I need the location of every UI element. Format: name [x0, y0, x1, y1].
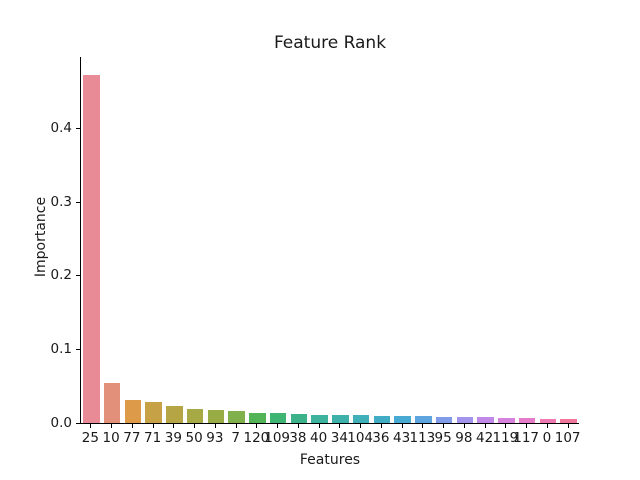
y-tick-label-0.4: 0.4	[50, 119, 72, 136]
y-tick-mark	[76, 201, 80, 203]
x-tick-mark	[567, 424, 569, 428]
bar-feature-36	[373, 416, 391, 423]
y-tick-label-0.0: 0.0	[50, 415, 72, 431]
x-tick-mark	[422, 424, 424, 428]
x-tick-mark	[463, 424, 465, 428]
bar-feature-109	[269, 413, 287, 423]
y-tick-label-0.1: 0.1	[50, 341, 72, 358]
x-tick-label-113: 113	[409, 430, 436, 446]
bar-feature-95	[435, 417, 453, 423]
x-tick-mark	[401, 424, 403, 428]
bar-feature-43	[394, 416, 411, 423]
chart-title: Feature Rank	[273, 33, 387, 53]
bar-feature-77	[124, 400, 142, 423]
x-tick-mark	[131, 424, 133, 428]
bar-feature-113	[415, 416, 432, 423]
x-tick-mark	[318, 424, 320, 428]
x-tick-label-95: 95	[434, 430, 452, 446]
x-tick-mark	[297, 424, 299, 428]
x-tick-label-119: 119	[492, 430, 519, 446]
x-tick-label-10: 10	[102, 430, 120, 446]
x-tick-label-104: 104	[347, 430, 374, 446]
x-axis-label: Features	[299, 452, 361, 468]
x-tick-label-7: 7	[231, 430, 240, 446]
bar-feature-0	[539, 419, 557, 423]
bar-feature-50	[186, 409, 204, 423]
x-tick-label-0: 0	[542, 430, 552, 446]
x-tick-mark	[360, 424, 362, 428]
x-tick-label-109: 109	[264, 430, 291, 446]
x-tick-label-71: 71	[144, 430, 162, 446]
bar-feature-38	[290, 414, 308, 423]
x-tick-mark	[90, 424, 92, 428]
y-tick-mark	[76, 127, 80, 129]
bar-feature-42	[477, 417, 494, 423]
x-tick-mark	[380, 424, 382, 428]
y-tick-mark	[76, 275, 80, 277]
bar-feature-40	[311, 415, 328, 423]
x-tick-mark	[526, 424, 528, 428]
x-tick-label-25: 25	[81, 430, 99, 446]
x-tick-mark	[546, 424, 548, 428]
y-tick-label-0.2: 0.2	[50, 267, 72, 284]
x-tick-label-38: 38	[289, 430, 307, 446]
bar-feature-10	[103, 383, 121, 423]
x-tick-label-98: 98	[455, 430, 473, 446]
x-tick-mark	[277, 424, 279, 428]
x-tick-mark	[111, 424, 113, 428]
x-tick-mark	[339, 424, 341, 428]
x-tick-mark	[214, 424, 216, 428]
x-tick-label-40: 40	[310, 430, 328, 446]
y-tick-mark	[76, 349, 80, 351]
x-tick-mark	[484, 424, 486, 428]
x-tick-label-77: 77	[123, 430, 141, 446]
bar-feature-120	[249, 413, 266, 423]
bar-feature-71	[145, 402, 162, 423]
x-tick-mark	[256, 424, 258, 428]
bar-feature-104	[352, 415, 370, 423]
x-tick-label-34: 34	[330, 430, 348, 446]
y-axis-label: Importance	[33, 196, 49, 278]
bar-feature-119	[498, 418, 515, 423]
y-tick-label-0.3: 0.3	[50, 193, 72, 210]
x-tick-label-107: 107	[554, 430, 581, 446]
bar-feature-34	[332, 415, 349, 423]
x-tick-label-120: 120	[243, 430, 270, 446]
bar-feature-98	[456, 417, 474, 423]
y-tick-mark	[76, 423, 80, 424]
x-tick-label-117: 117	[513, 430, 540, 446]
x-tick-label-50: 50	[185, 430, 203, 446]
x-tick-mark	[152, 424, 154, 428]
x-tick-mark	[443, 424, 445, 428]
x-tick-mark	[505, 424, 507, 428]
x-tick-label-39: 39	[164, 430, 182, 446]
bar-feature-93	[207, 410, 225, 423]
x-tick-mark	[235, 424, 237, 428]
x-tick-label-43: 43	[393, 430, 411, 446]
x-tick-label-36: 36	[372, 430, 390, 446]
x-tick-mark	[194, 424, 196, 428]
x-tick-label-42: 42	[476, 430, 494, 446]
x-tick-label-93: 93	[206, 430, 224, 446]
bar-feature-107	[560, 419, 577, 423]
plot-area	[80, 57, 579, 424]
x-tick-mark	[173, 424, 175, 428]
bar-feature-39	[166, 406, 183, 423]
bar-feature-7	[228, 411, 245, 423]
bar-feature-25	[83, 75, 100, 423]
bar-feature-117	[518, 418, 536, 423]
